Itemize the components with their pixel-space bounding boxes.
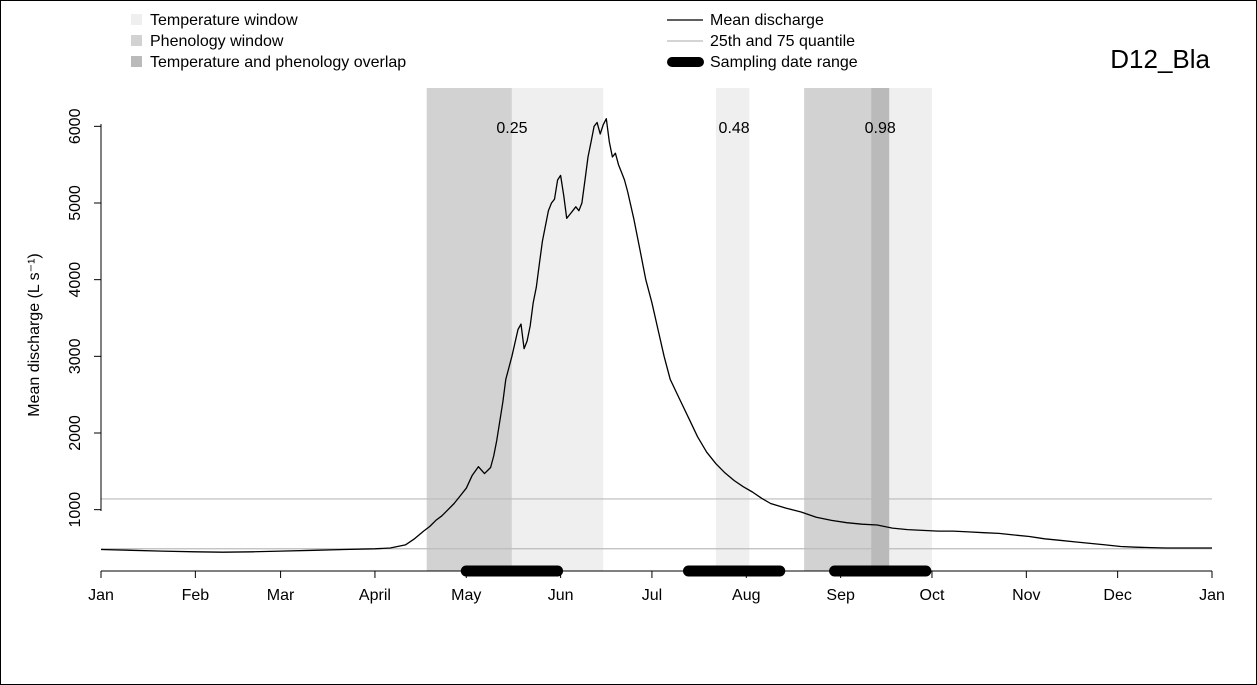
temperature-window [511, 88, 604, 571]
x-tick-label: May [451, 587, 481, 604]
legend-lines: Mean discharge 25th and 75 quantile Sampli… [667, 12, 858, 71]
x-tick-label: Mar [267, 587, 295, 604]
legend-label: Phenology window [150, 33, 284, 50]
temperature-window [715, 88, 750, 571]
chart-title: D12_Bla [1110, 44, 1210, 74]
window-annotation: 0.98 [865, 120, 896, 137]
x-tick-label: Dec [1103, 587, 1131, 604]
y-tick-label: 3000 [67, 338, 84, 374]
y-tick-label: 4000 [67, 262, 84, 298]
y-tick-label: 5000 [67, 185, 84, 221]
legend-swatch [131, 56, 142, 67]
x-tick-label: Oct [920, 587, 945, 604]
shaded-windows [426, 88, 932, 571]
legend-windows: Temperature window Phenology window Temper… [131, 12, 406, 71]
y-tick-label: 1000 [67, 492, 84, 528]
x-tick-label: Jan [1199, 587, 1225, 604]
phenology-window [426, 88, 512, 571]
x-tick-label: Aug [732, 587, 760, 604]
y-axis-label: Mean discharge (L s⁻¹) [26, 253, 43, 416]
x-tick-label: Nov [1012, 587, 1040, 604]
y-tick-label: 6000 [67, 108, 84, 144]
phenology-window [804, 88, 872, 571]
y-axis-ticks: 1000 2000 3000 4000 5000 6000 [67, 108, 101, 527]
legend-label: 25th and 75 quantile [710, 33, 855, 50]
window-annotations: 0.25 0.48 0.98 [496, 120, 896, 137]
x-axis-ticks: Jan Feb Mar April May Jun Jul Aug Sep Oct Nov Dec Ja… [88, 571, 1225, 604]
legend-swatch [131, 14, 142, 25]
legend-label: Temperature window [150, 12, 298, 29]
x-tick-label: Jun [548, 587, 574, 604]
overlap-window [871, 88, 890, 571]
quantile-lines [101, 498, 1212, 550]
x-tick-label: Feb [182, 587, 210, 604]
x-tick-label: Jul [642, 587, 662, 604]
legend-label: Mean discharge [710, 12, 824, 29]
x-tick-label: April [359, 587, 391, 604]
legend-label: Sampling date range [710, 54, 858, 71]
window-annotation: 0.25 [496, 120, 527, 137]
x-tick-label: Jan [88, 587, 114, 604]
y-tick-label: 2000 [67, 415, 84, 451]
temperature-window [889, 88, 932, 571]
legend-swatch [131, 35, 142, 46]
window-annotation: 0.48 [719, 120, 750, 137]
mean-discharge-line [100, 118, 1212, 553]
legend-label: Temperature and phenology overlap [150, 54, 406, 71]
x-tick-label: Sep [826, 587, 855, 604]
